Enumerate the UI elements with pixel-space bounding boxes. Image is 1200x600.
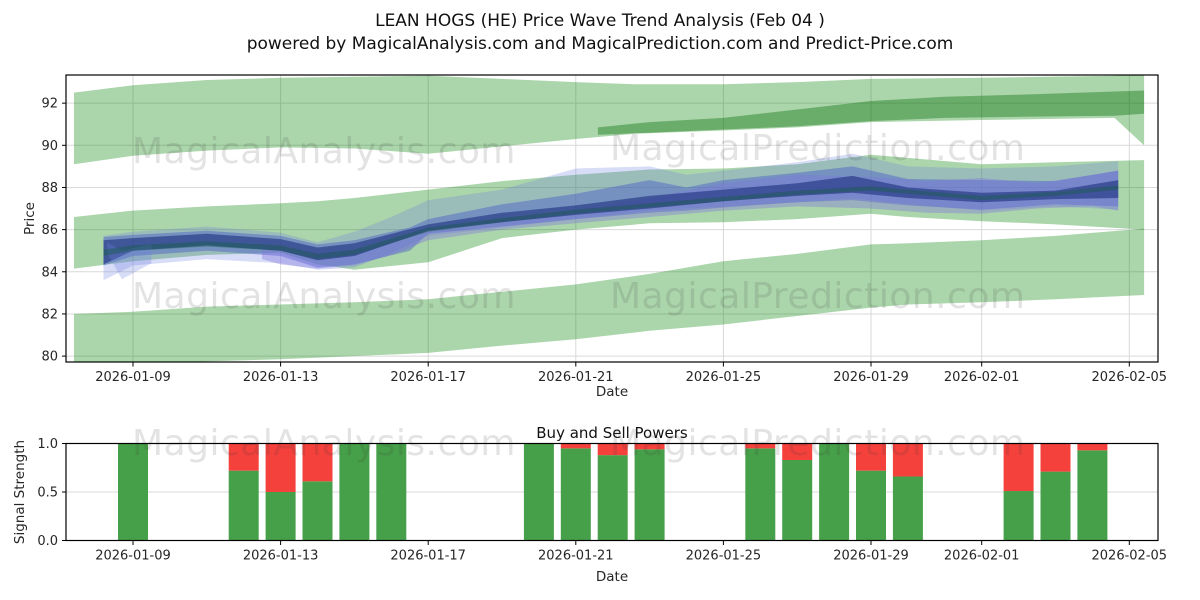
sell-bar-2026-01-12 xyxy=(228,443,259,471)
buy-bar-2026-01-12 xyxy=(228,470,259,541)
price-x-tick-label: 2026-01-13 xyxy=(243,370,319,385)
sell-bar-2026-01-30 xyxy=(892,443,923,477)
sell-bar-2026-01-23 xyxy=(634,443,665,450)
buy-bar-2026-01-14 xyxy=(302,481,333,541)
buy-bar-2026-01-27 xyxy=(782,459,813,541)
buy-bar-2026-01-30 xyxy=(892,476,923,541)
buy-bar-2026-01-22 xyxy=(597,455,628,541)
sell-bar-2026-01-26 xyxy=(745,443,776,449)
watermark-prediction-row1: MagicalPrediction.com xyxy=(610,128,1026,169)
price-chart-date-label: Date xyxy=(596,384,628,400)
buy-bar-2026-01-28 xyxy=(819,443,850,541)
sell-bar-2026-01-22 xyxy=(597,443,628,456)
price-x-tick-label: 2026-01-17 xyxy=(390,370,466,385)
signal-strength-axis-label: Signal Strength xyxy=(12,440,28,544)
sell-bar-2026-02-02 xyxy=(1003,443,1034,492)
price-y-tick-label: 82 xyxy=(41,307,58,322)
signal-x-tick-label: 2026-02-01 xyxy=(944,549,1020,564)
buy-bar-2026-01-13 xyxy=(265,492,296,541)
buy-bar-2026-02-02 xyxy=(1003,491,1034,541)
buy-bar-2026-01-16 xyxy=(376,443,407,541)
price-x-tick-label: 2026-02-01 xyxy=(944,370,1020,385)
price-y-tick-label: 88 xyxy=(41,181,58,196)
price-y-tick-label: 86 xyxy=(41,223,58,238)
price-wave-start-fan xyxy=(107,242,152,280)
watermark-prediction-row2: MagicalPrediction.com xyxy=(610,276,1026,317)
price-y-tick-label: 84 xyxy=(41,265,58,280)
price-y-tick-label: 80 xyxy=(41,350,58,365)
signal-x-tick-label: 2026-01-13 xyxy=(243,549,319,564)
signal-y-tick-label: 0.5 xyxy=(37,486,58,501)
buy-bar-2026-02-03 xyxy=(1040,471,1071,541)
price-chart-grid xyxy=(66,75,1158,362)
price-y-tick-label: 90 xyxy=(41,139,58,154)
buy-sell-powers-title: Buy and Sell Powers xyxy=(536,424,688,442)
price-x-tick-label: 2026-01-21 xyxy=(538,370,614,385)
watermark-analysis-row1: MagicalAnalysis.com xyxy=(132,131,516,172)
signal-x-tick-label: 2026-01-21 xyxy=(538,549,614,564)
price-y-tick-label: 92 xyxy=(41,97,58,112)
price-x-tick-label: 2026-01-29 xyxy=(833,370,909,385)
price-axis-label: Price xyxy=(22,202,38,235)
price-chart-watermarks: MagicalAnalysis.com MagicalPrediction.co… xyxy=(132,128,1026,317)
buy-bar-2026-01-21 xyxy=(560,448,591,541)
sell-bar-2026-01-21 xyxy=(560,443,591,449)
sell-bar-2026-01-14 xyxy=(302,443,333,482)
price-chart-axes: 80 82 84 86 88 90 92 2026-01-09 2026-01-13 2026-0… xyxy=(41,74,1168,385)
price-x-tick-label: 2026-01-25 xyxy=(686,370,762,385)
sell-bar-2026-01-29 xyxy=(856,443,886,471)
upper-forecast-band xyxy=(74,75,1145,165)
buy-bar-2026-01-26 xyxy=(745,448,776,541)
signal-x-tick-label: 2026-01-29 xyxy=(833,549,909,564)
buy-bar-2026-01-20 xyxy=(523,443,554,541)
page-subtitle: powered by MagicalAnalysis.com and Magic… xyxy=(247,34,954,54)
price-chart-bands xyxy=(74,75,1145,362)
signal-x-tick-label: 2026-01-25 xyxy=(686,549,762,564)
price-x-tick-label: 2026-02-05 xyxy=(1092,370,1168,385)
upper-forecast-core-band xyxy=(597,90,1145,135)
buy-bar-2026-02-04 xyxy=(1077,450,1108,541)
buy-bar-2026-01-09 xyxy=(118,443,148,541)
signal-x-tick-label: 2026-01-17 xyxy=(390,549,466,564)
lower-forecast-band xyxy=(74,228,1145,362)
price-x-tick-label: 2026-01-09 xyxy=(95,370,171,385)
signal-chart-date-label: Date xyxy=(596,569,628,585)
buy-bar-2026-01-15 xyxy=(339,443,370,541)
signal-y-tick-label: 0.0 xyxy=(37,534,58,549)
sell-bar-2026-02-04 xyxy=(1077,443,1108,451)
watermark-analysis-row2: MagicalAnalysis.com xyxy=(132,276,516,317)
page-title: LEAN HOGS (HE) Price Wave Trend Analysis… xyxy=(375,11,825,31)
sell-bar-2026-01-13 xyxy=(265,443,296,492)
sell-bar-2026-01-27 xyxy=(782,443,813,460)
signal-x-tick-label: 2026-01-09 xyxy=(95,549,171,564)
signal-chart-bars xyxy=(118,443,1108,541)
price-chart-frame xyxy=(65,74,1159,363)
signal-y-tick-label: 1.0 xyxy=(37,437,58,452)
buy-bar-2026-01-23 xyxy=(634,449,665,541)
buy-bar-2026-01-29 xyxy=(856,470,886,541)
signal-x-tick-label: 2026-02-05 xyxy=(1092,549,1168,564)
sell-bar-2026-02-03 xyxy=(1040,443,1071,472)
signal-chart-axes: 0.0 0.5 1.0 2026-01-09 2026-01-13 2026-01-17 2… xyxy=(37,437,1167,564)
